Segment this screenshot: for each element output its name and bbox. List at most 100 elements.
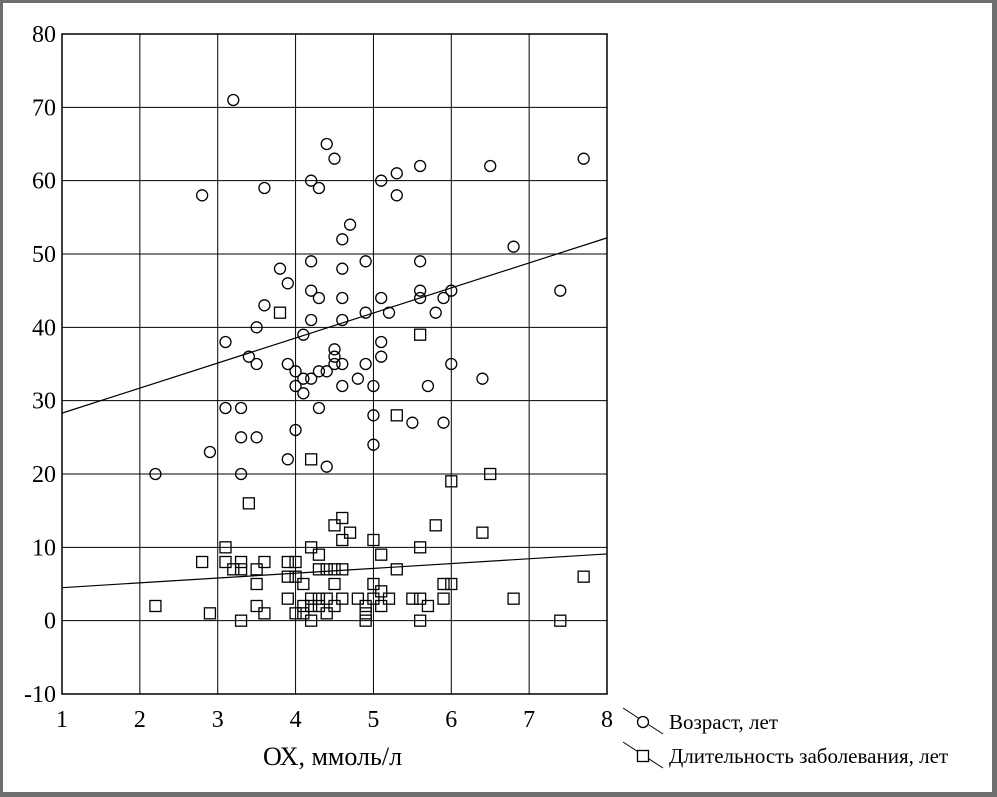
legend-square-marker xyxy=(636,749,650,763)
circle-point xyxy=(281,453,294,466)
square-point xyxy=(297,607,310,620)
circle-point xyxy=(312,291,326,305)
circle-point xyxy=(437,291,450,305)
square-point xyxy=(577,570,590,583)
y-tick-label: 80 xyxy=(32,22,56,48)
scatter-chart: 1 2 3 4 5 6 7 8 -10 0 10 20 30 40 50 60 70 80 ОХ, ммоль/… xyxy=(24,22,948,771)
square-point xyxy=(336,511,349,525)
circle-point xyxy=(351,372,365,385)
y-tick-label: 0 xyxy=(44,609,56,635)
square-point xyxy=(367,577,380,591)
x-tick-label: 7 xyxy=(523,707,535,733)
circle-point xyxy=(359,306,372,319)
circle-point xyxy=(413,291,427,305)
x-axis-title: ОХ, ммоль/л xyxy=(263,742,402,771)
square-point xyxy=(320,607,333,620)
square-point xyxy=(250,577,263,591)
trend-lines xyxy=(61,237,608,589)
circle-point xyxy=(297,387,310,400)
circle-point xyxy=(250,321,263,334)
data-points xyxy=(149,93,590,627)
square-point xyxy=(390,563,403,576)
y-tick-label: 20 xyxy=(32,462,56,488)
circle-point xyxy=(577,152,590,165)
square-point xyxy=(312,563,326,576)
square-point xyxy=(413,592,427,605)
grid-lines xyxy=(61,33,608,695)
legend: Возраст, лет Длительность заболевания, ле… xyxy=(622,707,948,769)
circle-point xyxy=(304,255,318,268)
y-tick-label: 60 xyxy=(32,169,56,195)
circle-point xyxy=(289,365,302,378)
square-point xyxy=(382,592,396,605)
circle-point xyxy=(507,240,520,253)
legend-label: Возраст, лет xyxy=(669,710,778,734)
square-point xyxy=(507,592,520,605)
square-point xyxy=(359,614,372,627)
circle-point xyxy=(258,181,271,195)
square-point xyxy=(375,599,388,613)
circle-point xyxy=(328,357,341,371)
square-point xyxy=(219,541,232,554)
x-tick-label: 3 xyxy=(212,707,224,733)
circle-point xyxy=(328,152,341,165)
square-point xyxy=(234,555,248,569)
square-point xyxy=(297,599,310,613)
circle-point xyxy=(343,218,357,231)
square-point xyxy=(149,599,162,613)
square-point xyxy=(281,592,294,605)
circle-point xyxy=(367,438,380,451)
circle-point xyxy=(297,328,310,341)
square-point xyxy=(304,541,318,554)
circle-point xyxy=(375,335,388,349)
square-point xyxy=(195,555,209,569)
circle-point xyxy=(297,372,310,385)
square-point xyxy=(343,526,357,539)
circle-point xyxy=(250,431,263,444)
circle-point xyxy=(336,313,349,327)
square-point xyxy=(312,548,326,561)
circle-point xyxy=(320,365,333,378)
circle-point xyxy=(289,423,302,437)
circle-point xyxy=(149,467,162,481)
circle-point xyxy=(359,255,372,268)
square-point xyxy=(328,577,341,591)
circle-point xyxy=(554,284,567,297)
square-point xyxy=(413,614,427,627)
legend-label: Длительность заболевания, лет xyxy=(669,744,948,768)
circle-point xyxy=(413,255,427,268)
square-point xyxy=(328,563,341,576)
circle-point xyxy=(312,401,326,415)
y-tick-label: 30 xyxy=(32,389,56,415)
circle-point xyxy=(336,233,349,246)
circle-point xyxy=(195,189,209,202)
square-point xyxy=(328,599,341,613)
square-point xyxy=(413,328,427,341)
circle-point xyxy=(273,262,287,275)
square-point xyxy=(289,555,302,569)
square-point xyxy=(413,541,427,554)
circle-point xyxy=(367,409,380,422)
square-point xyxy=(320,592,333,605)
circle-point xyxy=(413,159,427,173)
x-tick-label: 2 xyxy=(134,707,146,733)
square-point xyxy=(390,409,403,422)
square-point xyxy=(437,577,450,591)
square-point xyxy=(304,614,318,627)
y-tick-label: 10 xyxy=(32,535,56,561)
circle-point xyxy=(304,284,318,297)
square-point xyxy=(297,577,310,591)
square-point xyxy=(406,592,419,605)
circle-point xyxy=(320,460,333,473)
legend-circle-marker xyxy=(636,715,650,729)
circle-point xyxy=(234,401,248,415)
circle-point xyxy=(359,357,372,371)
square-point xyxy=(476,526,489,539)
square-point xyxy=(328,519,341,532)
square-point xyxy=(336,563,349,576)
square-point xyxy=(219,555,232,569)
circle-point xyxy=(219,335,232,349)
square-point xyxy=(484,467,497,481)
circle-point xyxy=(375,174,388,187)
circle-point xyxy=(476,372,489,385)
